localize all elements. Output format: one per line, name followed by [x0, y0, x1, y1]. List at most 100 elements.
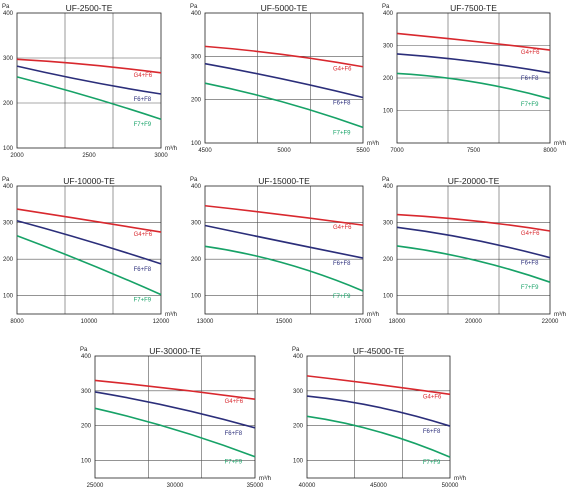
series-label: F6+F8 [521, 76, 539, 82]
series-label: F7+F9 [423, 460, 441, 466]
plot-frame [204, 12, 364, 144]
series-label: G4+F6 [521, 50, 540, 56]
chart-title: UF-20000-TE [448, 176, 500, 186]
series-label: F6+F8 [333, 261, 351, 267]
chart-1: UF-5000-TE Pa m³/h 100 200 300 400 4500 5000 5500… [190, 3, 379, 154]
y-tick-label: 100 [191, 141, 202, 147]
y-tick-label: 300 [293, 389, 304, 395]
series-line-g4-f6 [204, 45, 364, 68]
y-tick-label: 400 [383, 11, 394, 17]
y-tick-label: 200 [383, 76, 394, 82]
x-axis-label: m³/h [165, 312, 177, 318]
x-tick-label: 17000 [355, 319, 372, 325]
y-tick-label: 100 [293, 459, 304, 465]
y-tick-label: 300 [383, 44, 394, 50]
series-line-f6-f8 [94, 391, 256, 429]
series-line-f6-f8 [396, 226, 551, 259]
series-label: G4+F6 [423, 394, 442, 400]
series-line-f6-f8 [396, 53, 551, 74]
x-tick-label: 10000 [81, 319, 98, 325]
plot-frame [16, 185, 162, 315]
y-axis-label: Pa [80, 347, 88, 353]
y-tick-label: 400 [191, 184, 202, 190]
y-tick-label: 300 [3, 221, 14, 227]
x-tick-label: 22000 [542, 319, 559, 325]
x-tick-label: 8000 [543, 148, 557, 154]
x-tick-label: 2500 [82, 153, 96, 159]
series-label: F7+F9 [225, 460, 243, 466]
y-axis-label: Pa [190, 177, 198, 183]
x-tick-label: 12000 [153, 319, 170, 325]
y-tick-label: 100 [383, 294, 394, 300]
plot-frame [94, 355, 256, 479]
series-line-f7-f9 [16, 234, 162, 296]
chart-3: UF-10000-TE Pa m³/h 100 200 300 400 8000 10000 12… [2, 176, 177, 325]
x-tick-label: 20000 [465, 319, 482, 325]
series-line-f7-f9 [204, 245, 364, 292]
series-label: F7+F9 [333, 294, 351, 300]
series-label: F6+F8 [134, 97, 152, 103]
y-tick-label: 400 [3, 11, 14, 17]
y-tick-label: 400 [81, 354, 92, 360]
series-line-f7-f9 [94, 407, 256, 458]
series-line-g4-f6 [396, 213, 551, 232]
series-line-f7-f9 [306, 415, 451, 458]
series-line-f6-f8 [204, 224, 364, 259]
x-tick-label: 25000 [87, 483, 104, 489]
x-axis-label: m³/h [259, 476, 271, 482]
series-label: F6+F8 [423, 429, 441, 435]
y-tick-label: 400 [191, 11, 202, 17]
series-label: F6+F8 [333, 101, 351, 107]
series-label: G4+F6 [521, 231, 540, 237]
chart-title: UF-30000-TE [149, 346, 201, 356]
series-line-g4-f6 [396, 32, 551, 51]
x-axis-label: m³/h [554, 312, 566, 318]
y-tick-label: 400 [3, 184, 14, 190]
plot-frame [16, 12, 162, 149]
x-tick-label: 18000 [389, 319, 406, 325]
x-tick-label: 7000 [390, 148, 404, 154]
y-tick-label: 200 [3, 101, 14, 107]
y-tick-label: 200 [81, 424, 92, 430]
chart-title: UF-2500-TE [66, 3, 113, 13]
chart-4: UF-15000-TE Pa m³/h 100 200 300 400 13000 15000 1… [190, 176, 379, 325]
series-line-g4-f6 [16, 58, 162, 74]
chart-2: UF-7500-TE Pa m³/h 100 200 300 400 7000 7500 8000… [382, 3, 566, 154]
series-line-f7-f9 [16, 76, 162, 120]
chart-5: UF-20000-TE Pa m³/h 100 200 300 400 18000 20000 2… [382, 176, 566, 325]
y-tick-label: 400 [383, 184, 394, 190]
series-label: F7+F9 [521, 285, 539, 291]
series-label: G4+F6 [134, 73, 153, 79]
x-tick-label: 40000 [299, 483, 316, 489]
chart-title: UF-7500-TE [450, 3, 497, 13]
y-axis-label: Pa [2, 4, 10, 10]
plot-frame [396, 185, 551, 315]
series-line-g4-f6 [16, 208, 162, 233]
series-line-f7-f9 [204, 82, 364, 129]
chart-title: UF-5000-TE [261, 3, 308, 13]
series-line-f6-f8 [16, 65, 162, 95]
y-tick-label: 300 [81, 389, 92, 395]
chart-7: UF-45000-TE Pa m³/h 100 200 300 400 40000 45000 5… [292, 346, 466, 489]
y-tick-label: 200 [191, 257, 202, 263]
y-tick-label: 100 [81, 459, 92, 465]
series-label: F6+F8 [521, 261, 539, 267]
chart-6: UF-30000-TE Pa m³/h 100 200 300 400 25000 30000 3… [80, 346, 271, 489]
series-line-f6-f8 [306, 395, 451, 427]
x-tick-label: 15000 [276, 319, 293, 325]
series-line-g4-f6 [94, 379, 256, 401]
x-tick-label: 7500 [467, 148, 481, 154]
y-axis-label: Pa [2, 177, 10, 183]
series-label: G4+F6 [333, 225, 352, 231]
chart-0: UF-2500-TE Pa m³/h 100 200 300 400 2000 2500 3000… [2, 3, 177, 159]
y-tick-label: 100 [3, 294, 14, 300]
series-label: G4+F6 [333, 67, 352, 73]
y-tick-label: 300 [191, 221, 202, 227]
series-line-f6-f8 [16, 219, 162, 265]
x-tick-label: 4500 [198, 148, 212, 154]
chart-title: UF-10000-TE [63, 176, 115, 186]
y-axis-label: Pa [382, 4, 390, 10]
x-axis-label: m³/h [454, 476, 466, 482]
plot-frame [396, 12, 551, 144]
